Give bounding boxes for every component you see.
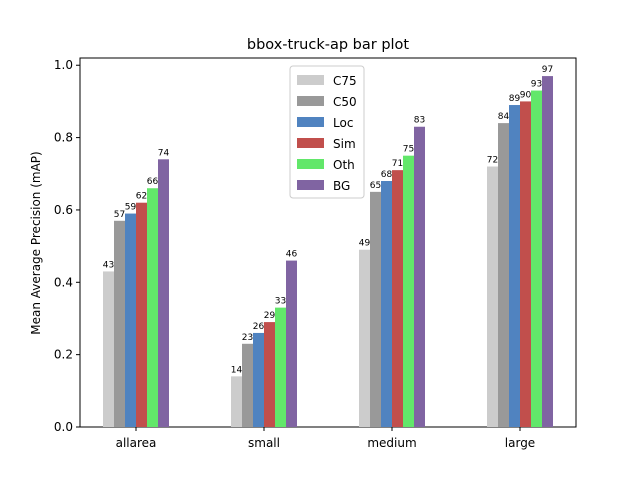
legend-label-c50: C50 bbox=[333, 95, 357, 109]
bar-c50-small bbox=[242, 344, 253, 427]
data-label-loc-medium: 68 bbox=[381, 170, 393, 180]
y-tick-label: 0.0 bbox=[54, 420, 73, 434]
bar-c75-allarea bbox=[103, 271, 114, 427]
y-tick-label: 0.6 bbox=[54, 203, 73, 217]
legend-swatch-c50 bbox=[297, 96, 324, 106]
legend-label-oth: Oth bbox=[333, 158, 355, 172]
data-label-bg-large: 97 bbox=[542, 65, 553, 75]
x-tick-label-large: large bbox=[505, 436, 535, 450]
bar-c75-small bbox=[231, 376, 242, 427]
y-axis-label: Mean Average Precision (mAP) bbox=[29, 151, 43, 334]
legend-label-c75: C75 bbox=[333, 74, 357, 88]
bar-loc-large bbox=[509, 105, 520, 427]
bar-oth-small bbox=[275, 308, 286, 427]
data-label-loc-small: 26 bbox=[253, 322, 265, 332]
bar-loc-small bbox=[253, 333, 264, 427]
data-label-c50-large: 84 bbox=[498, 112, 510, 122]
y-tick-label: 0.8 bbox=[54, 131, 73, 145]
data-label-oth-allarea: 66 bbox=[147, 177, 159, 187]
bar-bg-large bbox=[542, 76, 553, 427]
bar-bg-allarea bbox=[158, 159, 169, 427]
data-label-c75-large: 72 bbox=[487, 156, 498, 166]
bar-oth-allarea bbox=[147, 188, 158, 427]
legend-label-loc: Loc bbox=[333, 116, 353, 130]
bar-c50-medium bbox=[370, 192, 381, 427]
data-label-c75-allarea: 43 bbox=[103, 260, 114, 270]
data-label-c75-medium: 49 bbox=[359, 239, 371, 249]
legend-label-bg: BG bbox=[333, 179, 350, 193]
data-label-bg-small: 46 bbox=[286, 250, 298, 260]
chart-title: bbox-truck-ap bar plot bbox=[247, 37, 410, 53]
legend-swatch-oth bbox=[297, 159, 324, 169]
data-label-sim-large: 90 bbox=[520, 90, 532, 100]
bar-c50-allarea bbox=[114, 221, 125, 427]
data-label-c75-small: 14 bbox=[231, 365, 243, 375]
bar-oth-medium bbox=[403, 156, 414, 427]
bar-bg-medium bbox=[414, 127, 425, 427]
y-tick-label: 0.4 bbox=[54, 275, 73, 289]
data-label-c50-allarea: 57 bbox=[114, 210, 125, 220]
legend-swatch-loc bbox=[297, 117, 324, 127]
bar-bg-small bbox=[286, 261, 297, 427]
legend-swatch-bg bbox=[297, 180, 324, 190]
bar-loc-allarea bbox=[125, 214, 136, 427]
data-label-oth-large: 93 bbox=[531, 80, 542, 90]
data-label-sim-allarea: 62 bbox=[136, 192, 147, 202]
bar-c50-large bbox=[498, 123, 509, 427]
bar-c75-medium bbox=[359, 250, 370, 427]
bar-loc-medium bbox=[381, 181, 392, 427]
y-tick-label: 1.0 bbox=[54, 58, 73, 72]
data-label-sim-small: 29 bbox=[264, 311, 276, 321]
data-label-bg-medium: 83 bbox=[414, 116, 425, 126]
data-label-oth-medium: 75 bbox=[403, 145, 414, 155]
bar-sim-medium bbox=[392, 170, 403, 427]
bar-sim-large bbox=[520, 101, 531, 427]
data-label-loc-allarea: 59 bbox=[125, 203, 137, 213]
legend-swatch-sim bbox=[297, 138, 324, 148]
data-label-bg-allarea: 74 bbox=[158, 148, 170, 158]
data-label-c50-small: 23 bbox=[242, 333, 253, 343]
bar-c75-large bbox=[487, 167, 498, 427]
x-tick-label-medium: medium bbox=[367, 436, 416, 450]
x-tick-label-allarea: allarea bbox=[116, 436, 157, 450]
legend: C75 C50 Loc Sim Oth BG bbox=[290, 66, 364, 198]
legend-swatch-c75 bbox=[297, 75, 324, 85]
x-tick-label-small: small bbox=[248, 436, 280, 450]
legend-label-sim: Sim bbox=[333, 137, 356, 151]
data-label-sim-medium: 71 bbox=[392, 159, 403, 169]
bar-sim-allarea bbox=[136, 203, 147, 427]
data-label-loc-large: 89 bbox=[509, 94, 521, 104]
bar-sim-small bbox=[264, 322, 275, 427]
data-label-oth-small: 33 bbox=[275, 297, 286, 307]
bar-oth-large bbox=[531, 91, 542, 427]
y-tick-label: 0.2 bbox=[54, 348, 73, 362]
data-label-c50-medium: 65 bbox=[370, 181, 381, 191]
